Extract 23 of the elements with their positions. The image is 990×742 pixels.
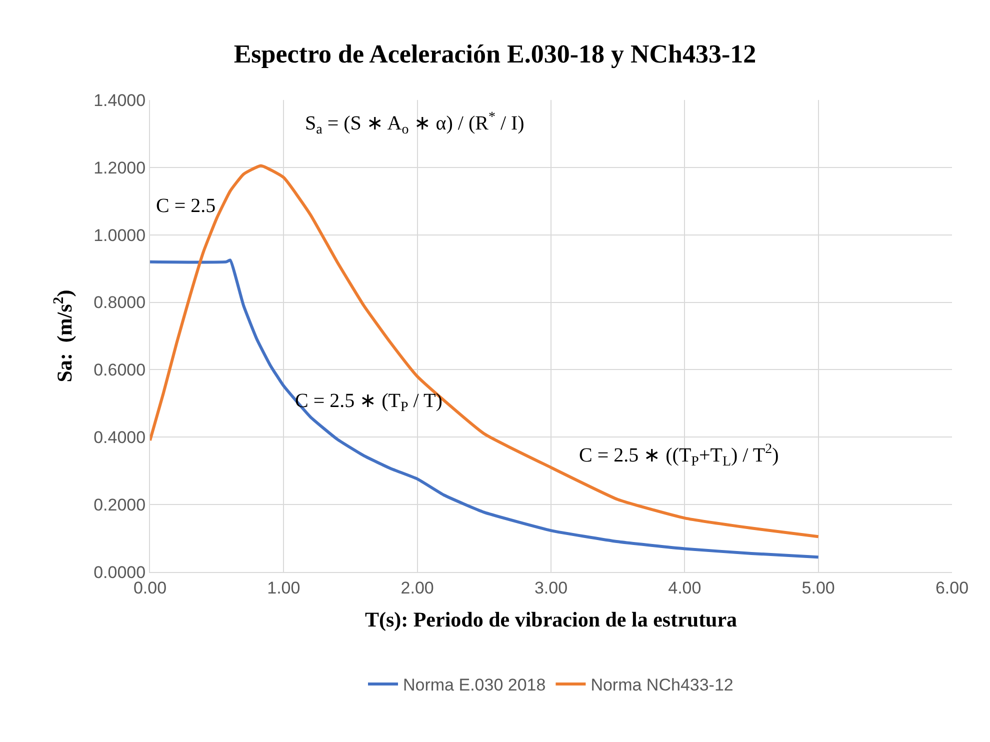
legend-label: Norma NCh433-12	[590, 676, 734, 695]
x-axis-title: T(s): Periodo de vibracion de la estrutura	[364, 608, 738, 632]
y-tick-label: 0.6000	[94, 360, 146, 380]
y-tick-label: 1.4000	[94, 90, 146, 110]
legend-label: Norma E.030 2018	[403, 676, 546, 695]
x-tick-label: 4.00	[668, 578, 702, 598]
y-tick-label: 1.2000	[94, 158, 146, 178]
annotation: C = 2.5	[156, 195, 216, 217]
line-series	[150, 164, 820, 538]
x-tick-label: 1.00	[267, 578, 300, 598]
line-series	[150, 258, 820, 559]
y-tick-label: 0.8000	[94, 293, 146, 312]
annotation: C = 2.5 ∗ (T$_{P}$ / T)	[295, 390, 442, 416]
x-tick-label: 6.00	[935, 578, 969, 598]
y-tick-label: 1.0000	[94, 226, 146, 245]
y-tick-label: 0.2000	[94, 496, 146, 515]
x-tick-label: 5.00	[802, 578, 835, 598]
chart-title: Espectro de Aceleración E.030-18 y NCh433-12	[234, 40, 756, 69]
annotation: S$_{a}$ = (S ∗ A$_{o}$ ∗ α) / (R$^{*}$ / I)	[305, 110, 524, 138]
y-tick-label: 0.4000	[94, 428, 146, 448]
x-tick-label: 2.00	[400, 578, 434, 598]
annotation: C = 2.5 ∗ ((T$_{P}$+T$_{L}$) / T$^{2}$)	[579, 442, 779, 470]
x-tick-label: 3.00	[534, 578, 568, 598]
